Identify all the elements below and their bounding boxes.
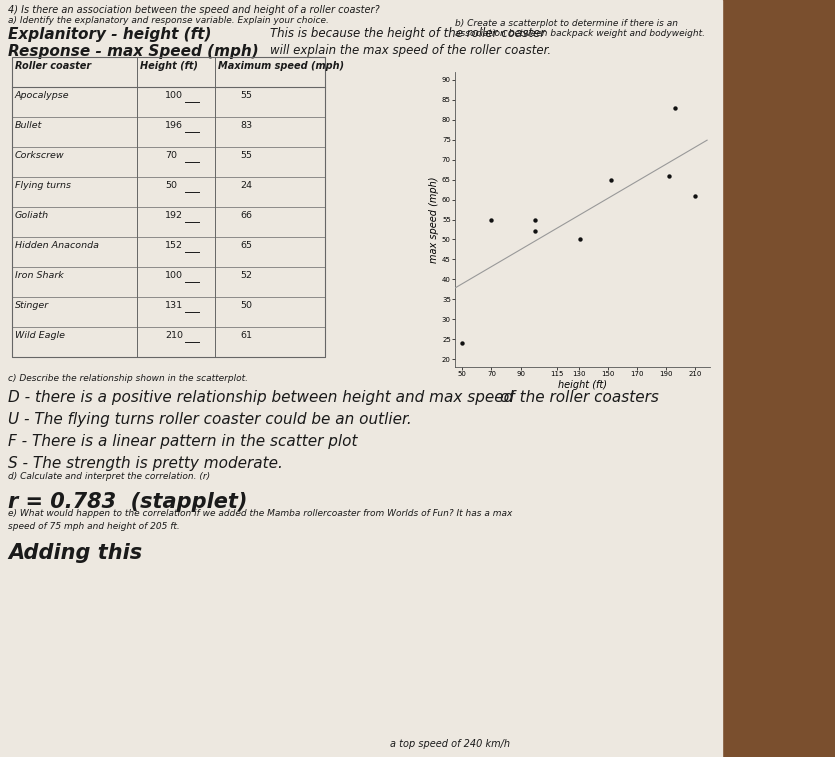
Point bbox=[529, 226, 542, 238]
Point bbox=[574, 233, 587, 245]
Text: 65: 65 bbox=[240, 241, 252, 250]
Text: Goliath: Goliath bbox=[15, 211, 49, 220]
Text: This is because the height of the roller coaster: This is because the height of the roller… bbox=[270, 27, 545, 40]
Text: 50: 50 bbox=[165, 181, 177, 190]
Bar bbox=[720, 0, 835, 757]
Text: will explain the max speed of the roller coaster.: will explain the max speed of the roller… bbox=[270, 44, 551, 57]
Bar bbox=[12, 57, 325, 357]
Text: Hidden Anaconda: Hidden Anaconda bbox=[15, 241, 99, 250]
Text: e) What would happen to the correlation if we added the Mamba rollercoaster from: e) What would happen to the correlation … bbox=[8, 509, 513, 518]
Point bbox=[485, 213, 498, 226]
Text: 70: 70 bbox=[165, 151, 177, 160]
Text: Apocalypse: Apocalypse bbox=[15, 91, 69, 100]
Text: association between backpack weight and bodyweight.: association between backpack weight and … bbox=[455, 29, 705, 38]
Text: Adding this: Adding this bbox=[8, 543, 142, 563]
Text: a) Identify the explanatory and response variable. Explain your choice.: a) Identify the explanatory and response… bbox=[8, 16, 329, 25]
Point bbox=[662, 170, 676, 182]
Text: Corkscrew: Corkscrew bbox=[15, 151, 64, 160]
Text: 100: 100 bbox=[165, 91, 183, 100]
Text: 192: 192 bbox=[165, 211, 183, 220]
Text: d) Calculate and interpret the correlation. (r): d) Calculate and interpret the correlati… bbox=[8, 472, 210, 481]
Point bbox=[529, 213, 542, 226]
Text: 55: 55 bbox=[240, 151, 252, 160]
Text: 210: 210 bbox=[165, 331, 183, 340]
Text: Iron Shark: Iron Shark bbox=[15, 271, 63, 280]
Text: Explanitory - height (ft): Explanitory - height (ft) bbox=[8, 27, 211, 42]
Text: Response - max Speed (mph): Response - max Speed (mph) bbox=[8, 44, 259, 59]
Point bbox=[605, 173, 618, 185]
Text: Bullet: Bullet bbox=[15, 121, 43, 130]
Point bbox=[689, 189, 702, 201]
Text: 52: 52 bbox=[240, 271, 252, 280]
Text: 4) Is there an association between the speed and height of a roller coaster?: 4) Is there an association between the s… bbox=[8, 5, 380, 15]
Text: c) Describe the relationship shown in the scatterplot.: c) Describe the relationship shown in th… bbox=[8, 374, 248, 383]
Text: 196: 196 bbox=[165, 121, 183, 130]
Text: U - The flying turns roller coaster could be an outlier.: U - The flying turns roller coaster coul… bbox=[8, 412, 412, 427]
Text: 61: 61 bbox=[240, 331, 252, 340]
Bar bbox=[0, 0, 722, 757]
Y-axis label: max speed (mph): max speed (mph) bbox=[429, 176, 439, 263]
Text: a top speed of 240 km/h: a top speed of 240 km/h bbox=[390, 739, 510, 749]
Text: b) Create a scatterplot to determine if there is an: b) Create a scatterplot to determine if … bbox=[455, 19, 678, 28]
Text: Stinger: Stinger bbox=[15, 301, 49, 310]
Text: S - The strength is pretty moderate.: S - The strength is pretty moderate. bbox=[8, 456, 283, 471]
Text: of the roller coasters: of the roller coasters bbox=[500, 390, 659, 405]
Text: Wild Eagle: Wild Eagle bbox=[15, 331, 65, 340]
Text: 66: 66 bbox=[240, 211, 252, 220]
Text: 152: 152 bbox=[165, 241, 183, 250]
Text: Roller coaster: Roller coaster bbox=[15, 61, 91, 71]
Text: Flying turns: Flying turns bbox=[15, 181, 71, 190]
Text: speed of 75 mph and height of 205 ft.: speed of 75 mph and height of 205 ft. bbox=[8, 522, 180, 531]
Text: D - there is a positive relationship between height and max speed: D - there is a positive relationship bet… bbox=[8, 390, 514, 405]
Text: 131: 131 bbox=[165, 301, 183, 310]
Text: Height (ft): Height (ft) bbox=[140, 61, 198, 71]
Text: 50: 50 bbox=[240, 301, 252, 310]
Text: Maximum speed (mph): Maximum speed (mph) bbox=[218, 61, 344, 71]
Point bbox=[456, 337, 469, 349]
Text: 83: 83 bbox=[240, 121, 252, 130]
Text: 55: 55 bbox=[240, 91, 252, 100]
Point bbox=[668, 102, 681, 114]
Text: F - There is a linear pattern in the scatter plot: F - There is a linear pattern in the sca… bbox=[8, 434, 357, 449]
X-axis label: height (ft): height (ft) bbox=[558, 380, 607, 390]
Text: r = 0.783  (stapplet): r = 0.783 (stapplet) bbox=[8, 492, 247, 512]
Text: 100: 100 bbox=[165, 271, 183, 280]
Text: 24: 24 bbox=[240, 181, 252, 190]
